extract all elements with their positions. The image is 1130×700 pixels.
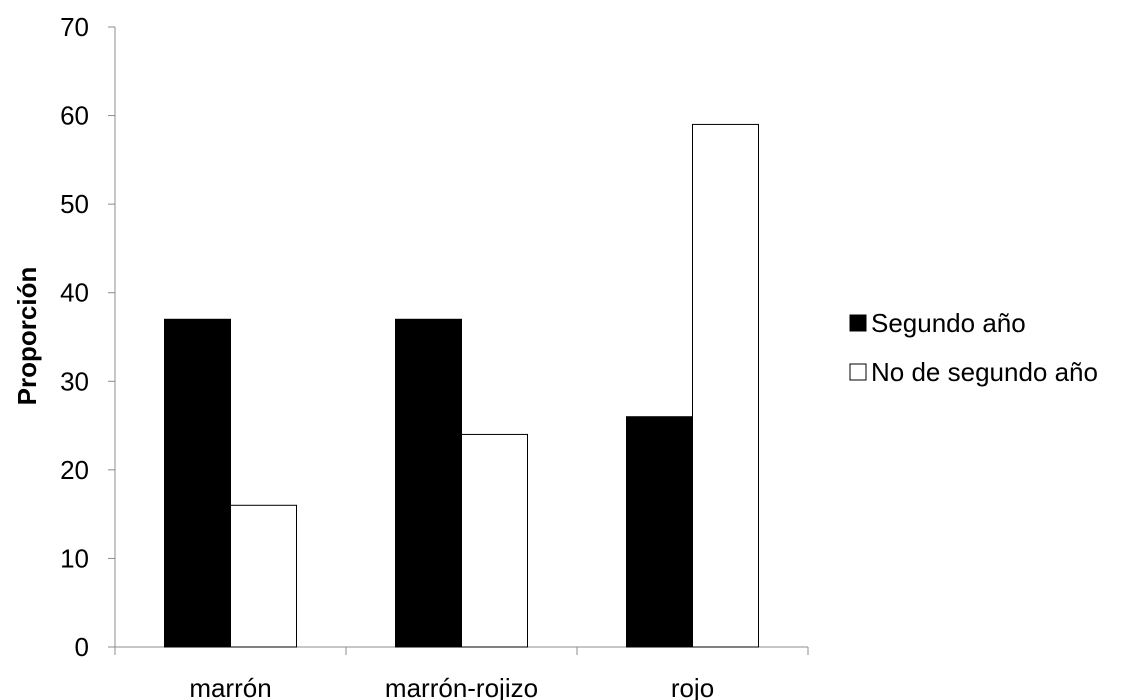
y-tick-label: 10	[60, 543, 89, 573]
y-tick-label: 30	[60, 366, 89, 396]
x-tick-label: marrón	[189, 673, 271, 700]
legend: Segundo año No de segundo año	[849, 308, 1098, 387]
x-tick-label: marrón-rojizo	[385, 673, 538, 700]
x-axis: marrón marrón-rojizo rojo	[114, 646, 809, 700]
bar-segundo-ano	[626, 416, 693, 648]
legend-label: No de segundo año	[871, 357, 1098, 387]
y-axis: 0 10 20 30 40 50 60 70	[60, 12, 116, 662]
bar-no-segundo-ano	[230, 504, 297, 648]
y-tick-label: 70	[60, 12, 89, 42]
y-axis-title: Proporción	[12, 267, 42, 406]
y-tick-label: 0	[75, 632, 89, 662]
x-tick-label: rojo	[671, 673, 714, 700]
y-tick-label: 20	[60, 455, 89, 485]
bar-segundo-ano	[164, 318, 231, 648]
bar-no-segundo-ano	[692, 123, 759, 648]
bar-segundo-ano	[395, 318, 462, 648]
bar-no-segundo-ano	[461, 433, 528, 648]
bars	[164, 123, 759, 648]
y-tick-label: 60	[60, 101, 89, 131]
legend-swatch	[849, 363, 867, 381]
legend-label: Segundo año	[871, 308, 1026, 338]
y-tick-label: 50	[60, 189, 89, 219]
y-tick-label: 40	[60, 278, 89, 308]
legend-swatch	[849, 314, 867, 332]
